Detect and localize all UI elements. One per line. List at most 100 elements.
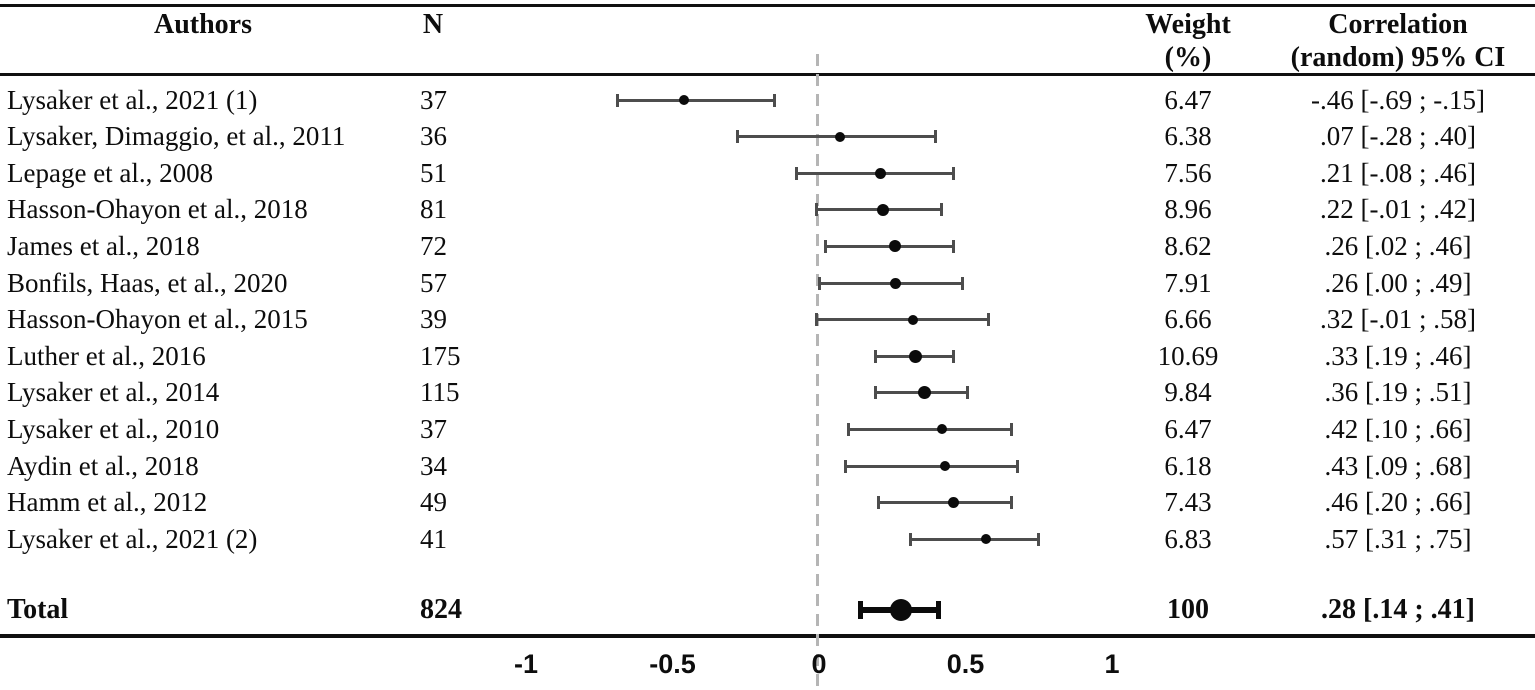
author-label: James et al., 2018: [7, 230, 200, 261]
axis-tick-label: 1: [1104, 649, 1120, 679]
weight-value: 6.38: [1164, 121, 1212, 152]
effect-point: [889, 240, 902, 253]
total-row: Total 824 100 .28 [.14 ; .41]: [0, 591, 1535, 629]
ci-cap-left: [815, 313, 819, 327]
ci-cap-left: [615, 93, 619, 107]
ci-cap-left: [908, 532, 912, 546]
n-value: 49: [420, 487, 447, 518]
study-row: Hamm et al., 2012 49 7.43 .46 [.20 ; .66]: [0, 484, 1535, 521]
column-header-weight-line2: (%): [1164, 42, 1212, 73]
author-label: Lysaker et al., 2021 (2): [7, 523, 258, 554]
ci-whisker: [848, 427, 1013, 431]
ci-value: .26 [.00 ; .49]: [1324, 267, 1472, 298]
weight-value: 6.66: [1164, 304, 1212, 335]
author-label: Hasson-Ohayon et al., 2015: [7, 304, 308, 335]
author-label: Lysaker, Dimaggio, et al., 2011: [7, 121, 346, 152]
author-label: Aydin et al., 2018: [7, 450, 199, 481]
ci-cap-left: [847, 422, 851, 436]
weight-value: 7.91: [1164, 267, 1212, 298]
effect-point: [875, 167, 887, 179]
total-marker: [0, 591, 1535, 629]
n-value: 81: [420, 194, 447, 225]
ci-cap-left: [735, 130, 739, 144]
ci-cap-right: [960, 276, 964, 290]
ci-cap-right: [951, 349, 955, 363]
ci-whisker: [909, 537, 1039, 541]
effect-point: [834, 131, 845, 142]
effect-point: [909, 349, 923, 363]
author-label: Lysaker et al., 2010: [7, 413, 220, 444]
weight-value: 9.84: [1164, 377, 1212, 408]
author-label: Lepage et al., 2008: [7, 157, 214, 188]
ci-cap-right: [951, 239, 955, 253]
ci-value: .33 [.19 ; .46]: [1324, 340, 1472, 371]
axis-rule: [0, 634, 1535, 638]
ci-whisker: [616, 98, 776, 102]
author-label: Lysaker et al., 2021 (1): [7, 84, 258, 115]
ci-value: .32 [-.01 ; .58]: [1320, 304, 1476, 335]
n-value: 39: [420, 304, 447, 335]
study-row: Lysaker et al., 2010 37 6.47 .42 [.10 ; .66…: [0, 411, 1535, 448]
ci-cap-left: [873, 349, 877, 363]
author-label: Lysaker et al., 2014: [7, 377, 220, 408]
weight-value: 8.62: [1164, 230, 1212, 261]
ci-cap-left: [794, 166, 798, 180]
column-header-correlation: Correlation (random) 95% CI: [1253, 8, 1535, 74]
n-value: 34: [420, 450, 447, 481]
ci-value: .07 [-.28 ; .40]: [1320, 121, 1476, 152]
ci-value: .21 [-.08 ; .46]: [1320, 157, 1476, 188]
weight-value: 6.47: [1164, 84, 1212, 115]
ci-cap-right: [940, 203, 944, 217]
axis-tick-label: 0: [811, 649, 827, 679]
study-row: Lysaker et al., 2021 (1) 37 6.47 -.46 [-.69…: [0, 82, 1535, 119]
ci-value: .42 [.10 ; .66]: [1324, 413, 1472, 444]
ci-value: .22 [-.01 ; .42]: [1320, 194, 1476, 225]
zero-reference-line: [816, 54, 819, 690]
axis-tick-label: -1: [513, 649, 539, 679]
effect-point: [890, 599, 913, 621]
total-weight-value: 100: [1167, 594, 1209, 625]
study-row: Bonfils, Haas, et al., 2020 57 7.91 .26 [.0…: [0, 265, 1535, 302]
total-label: Total: [7, 594, 69, 625]
ci-cap-left: [823, 239, 827, 253]
study-row: Lysaker, Dimaggio, et al., 2011 36 6.38 .07…: [0, 118, 1535, 155]
author-label: Hamm et al., 2012: [7, 487, 208, 518]
ci-cap-left: [876, 496, 880, 510]
n-value: 57: [420, 267, 447, 298]
ci-cap-right: [986, 313, 990, 327]
effect-point: [877, 203, 890, 216]
study-row: Hasson-Ohayon et al., 2018 81 8.96 .22 [-.0…: [0, 191, 1535, 228]
ci-value: .46 [.20 ; .66]: [1324, 487, 1472, 518]
top-rule: [0, 4, 1535, 7]
weight-value: 8.96: [1164, 194, 1212, 225]
ci-cap-right: [1010, 422, 1014, 436]
header-rule: [0, 73, 1535, 76]
study-row: Lysaker et al., 2014 115 9.84 .36 [.19 ; .5…: [0, 374, 1535, 411]
ci-cap-left: [815, 203, 819, 217]
ci-cap-right: [934, 130, 938, 144]
column-header-weight-line1: Weight: [1145, 9, 1231, 40]
column-header-weight: Weight (%): [1110, 8, 1266, 74]
ci-value: -.46 [-.69 ; -.15]: [1311, 84, 1485, 115]
column-header-correlation-line1: Correlation: [1328, 9, 1468, 40]
ci-whisker: [845, 464, 1019, 468]
n-value: 175: [420, 340, 461, 371]
ci-cap-right: [951, 166, 955, 180]
author-label: Luther et al., 2016: [7, 340, 206, 371]
ci-cap-left: [873, 386, 877, 400]
total-ci-value: .28 [.14 ; .41]: [1321, 594, 1475, 625]
n-value: 36: [420, 121, 447, 152]
ci-cap-right: [1016, 459, 1020, 473]
weight-value: 6.83: [1164, 523, 1212, 554]
ci-cap-right: [936, 601, 942, 619]
weight-value: 6.18: [1164, 450, 1212, 481]
ci-cap-right: [1010, 496, 1014, 510]
ci-whisker: [877, 501, 1013, 505]
effect-point: [907, 314, 918, 325]
n-value: 41: [420, 523, 447, 554]
effect-point: [679, 95, 690, 105]
study-row: Lepage et al., 2008 51 7.56 .21 [-.08 ; .46…: [0, 155, 1535, 192]
n-value: 51: [420, 157, 447, 188]
ci-value: .26 [.02 ; .46]: [1324, 230, 1472, 261]
